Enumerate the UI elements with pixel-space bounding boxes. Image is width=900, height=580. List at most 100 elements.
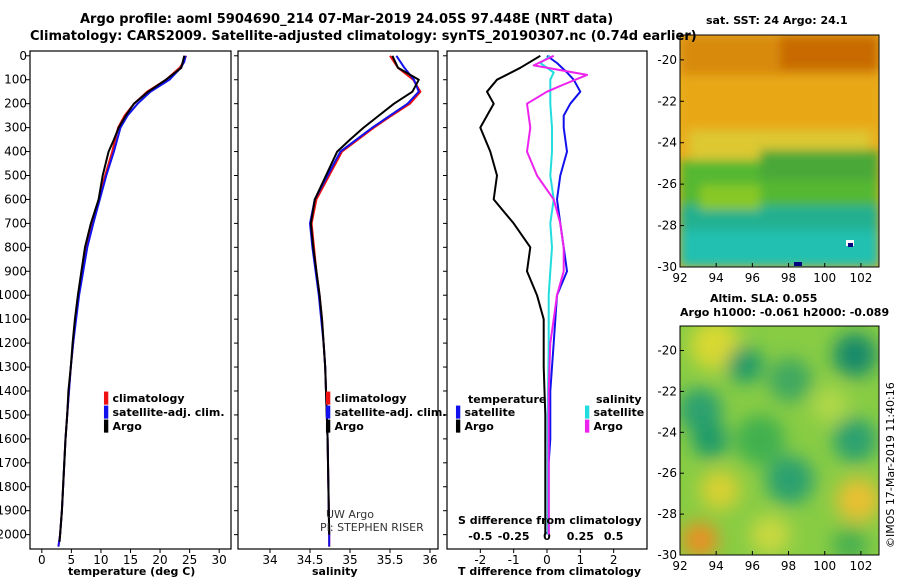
depth-tick-label: 500 — [4, 169, 27, 183]
top-tick-label: 0.5 — [604, 530, 624, 543]
depth-tick-label: 1500 — [0, 408, 27, 422]
x-tick-label: 34 — [262, 553, 277, 567]
x-tick-label: 2 — [610, 553, 618, 567]
diff-top-xlabel: S difference from climatology — [458, 514, 642, 527]
x-tick-label: -1 — [508, 553, 520, 567]
top-tick-label: 0 — [543, 530, 551, 543]
x-tick-label: 36 — [422, 553, 437, 567]
depth-tick-label: 1400 — [0, 384, 27, 398]
sst-map-lon-label: 100 — [813, 271, 836, 285]
sla-map-frame — [679, 325, 880, 556]
depth-tick-label: 800 — [4, 240, 27, 254]
sla-map-lat-label: -30 — [657, 548, 677, 562]
sst-map-lat-label: -22 — [657, 94, 677, 108]
temp-legend-argo: ▌Argo — [104, 420, 142, 433]
x-tick-label: 0 — [543, 553, 551, 567]
sla-map-lon-label: 98 — [781, 559, 796, 573]
temp-xlabel: temperature (deg C) — [68, 565, 196, 578]
depth-tick-label: 1200 — [0, 336, 27, 350]
sst-map-lon-label: 102 — [849, 271, 872, 285]
sla-map-lon-label: 92 — [672, 559, 687, 573]
series-line-argo — [309, 55, 420, 535]
top-tick-label: -0.25 — [498, 530, 530, 543]
sal-xlabel: salinity — [312, 565, 358, 578]
sst-map-lat-label: -30 — [657, 260, 677, 274]
sla-map-lon-label: 94 — [709, 559, 724, 573]
x-tick-label: 5 — [68, 553, 76, 567]
depth-tick-label: 200 — [4, 97, 27, 111]
diff-legend-sal-title: salinity — [596, 393, 642, 406]
x-tick-label: 35 — [342, 553, 357, 567]
sla-map-lat-label: -28 — [657, 507, 677, 521]
top-tick-label: 0.25 — [567, 530, 594, 543]
sla-map-lat-label: -22 — [657, 384, 677, 398]
depth-tick-label: 1300 — [0, 360, 27, 374]
depth-tick-label: 1100 — [0, 312, 27, 326]
diff-xlabel: T difference from climatology — [458, 565, 642, 578]
x-tick-label: 25 — [182, 553, 197, 567]
x-tick-label: 10 — [93, 553, 108, 567]
sst-map-lat-label: -20 — [657, 53, 677, 67]
sla-map-lon-label: 100 — [813, 559, 836, 573]
sal-legend-satellite: ▌satellite-adj. clim. — [326, 406, 447, 419]
sst-map — [680, 35, 879, 267]
sst-map-lon-label: 94 — [709, 271, 724, 285]
depth-tick-label: 600 — [4, 192, 27, 206]
credit-pi: PI: STEPHEN RISER — [320, 521, 424, 534]
depth-tick-label: 900 — [4, 264, 27, 278]
diff-legend-s-argo: ▌Argo — [585, 420, 623, 433]
imos-credit: ©IMOS 17-Mar-2019 11:40:16 — [884, 382, 897, 548]
sst-map-lat-label: -26 — [657, 177, 677, 191]
sst-map-lon-label: 92 — [672, 271, 687, 285]
sst-map-frame — [679, 34, 880, 268]
salinity-panel-frame — [237, 50, 439, 550]
sla-map-lat-label: -20 — [657, 344, 677, 358]
depth-tick-label: 1600 — [0, 432, 27, 446]
temp-legend-climatology: ▌climatology — [104, 392, 185, 405]
depth-tick-label: 0 — [19, 49, 27, 63]
x-tick-label: -2 — [474, 553, 486, 567]
sst-map-lat-label: -28 — [657, 219, 677, 233]
series-line-temperature-argo — [479, 54, 547, 535]
sla-map-lon-label: 96 — [745, 559, 760, 573]
sla-map-lat-label: -26 — [657, 466, 677, 480]
sst-map-title: sat. SST: 24 Argo: 24.1 — [706, 14, 848, 27]
temp-legend-satellite: ▌satellite-adj. clim. — [104, 406, 225, 419]
depth-tick-label: 1900 — [0, 504, 27, 518]
sal-legend-climatology: ▌climatology — [326, 392, 407, 405]
header-line-1: Argo profile: aoml 5904690_214 07-Mar-20… — [80, 12, 614, 27]
depth-tick-label: 1700 — [0, 456, 27, 470]
x-tick-label: 20 — [152, 553, 167, 567]
depth-tick-label: 2000 — [0, 528, 27, 542]
x-tick-label: 30 — [212, 553, 227, 567]
sal-legend-argo: ▌Argo — [326, 420, 364, 433]
diff-legend-t-argo: ▌Argo — [456, 420, 494, 433]
sla-map-title-1: Altim. SLA: 0.055 — [710, 292, 818, 305]
depth-tick-label: 400 — [4, 145, 27, 159]
series-line-salinity-satellite — [539, 54, 555, 535]
diff-legend-s-satellite: ▌satellite — [585, 406, 645, 419]
sla-map-title-2: Argo h1000: -0.061 h2000: -0.089 — [680, 306, 890, 319]
top-tick-label: -0.5 — [468, 530, 492, 543]
depth-tick-label: 1800 — [0, 480, 27, 494]
x-tick-label: 35.5 — [377, 553, 404, 567]
x-tick-label: 1 — [577, 553, 585, 567]
sla-map-lat-label: -24 — [657, 425, 677, 439]
diff-legend-t-satellite: ▌satellite — [456, 406, 516, 419]
depth-tick-label: 700 — [4, 216, 27, 230]
series-line-salinity-argo — [526, 54, 588, 535]
depth-tick-label: 300 — [4, 121, 27, 135]
sst-map-lon-label: 98 — [781, 271, 796, 285]
x-tick-label: 0 — [38, 553, 46, 567]
depth-tick-label: 1000 — [0, 288, 27, 302]
sst-map-lat-label: -24 — [657, 136, 677, 150]
header-line-2: Climatology: CARS2009. Satellite-adjuste… — [30, 29, 697, 44]
sst-map-lon-label: 96 — [745, 271, 760, 285]
series-line-satellite-adj-clim- — [309, 55, 420, 547]
depth-tick-label: 100 — [4, 73, 27, 87]
temperature-panel-frame — [29, 50, 232, 550]
series-line-argo — [58, 55, 186, 542]
sla-map-lon-label: 102 — [849, 559, 872, 573]
x-tick-label: 34.5 — [297, 553, 324, 567]
